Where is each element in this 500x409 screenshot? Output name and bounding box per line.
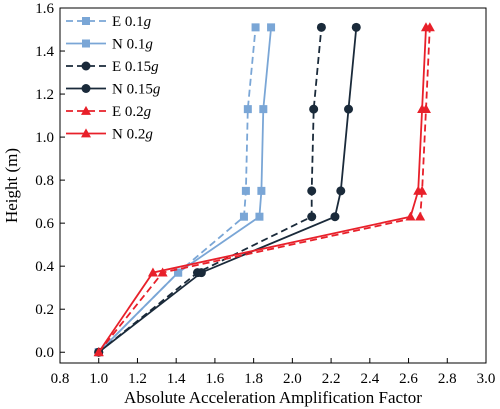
data-point xyxy=(415,211,426,221)
data-point xyxy=(257,186,266,195)
x-tick-label: 1.4 xyxy=(167,371,186,387)
data-point xyxy=(81,84,91,93)
plot-frame xyxy=(59,7,487,364)
data-point xyxy=(417,103,428,113)
data-point xyxy=(241,186,250,195)
y-tick-label: 0.8 xyxy=(35,173,54,189)
y-axis: 0.0 0.2 0.4 0.6 0.8 1.0 1.2 1.4 1.6 xyxy=(35,1,65,361)
x-tick-label: 3.0 xyxy=(477,371,496,387)
data-point xyxy=(174,268,183,277)
x-axis: 0.8 1.0 1.2 1.4 1.6 1.8 2.0 2.2 2.4 2.6 2.8 3.0 xyxy=(51,358,496,387)
data-point xyxy=(239,212,248,221)
series-line xyxy=(98,27,272,353)
legend-label: N 0.1g xyxy=(112,37,153,53)
y-tick-label: 0.4 xyxy=(35,259,54,275)
data-point xyxy=(82,17,90,25)
x-tick-label: 2.8 xyxy=(438,371,457,387)
legend-item: E 0.15g xyxy=(66,59,159,75)
data-point xyxy=(309,104,319,114)
series-line xyxy=(98,27,257,353)
legend-label: E 0.1g xyxy=(112,14,152,30)
series-line xyxy=(98,27,323,353)
data-point xyxy=(157,267,168,277)
data-point xyxy=(420,22,431,32)
series-line xyxy=(97,27,427,353)
y-tick-label: 0.2 xyxy=(35,302,54,318)
data-point xyxy=(330,212,340,222)
series-6 xyxy=(93,22,431,357)
data-point xyxy=(336,186,346,196)
data-point xyxy=(147,267,158,277)
legend-label: E 0.2g xyxy=(112,104,152,120)
data-point xyxy=(196,268,206,278)
legend: E 0.1g N 0.1g E 0.15g N 0.15g E 0.2g N 0.2g xyxy=(66,14,161,143)
data-point xyxy=(351,22,361,32)
legend-item: N 0.15g xyxy=(66,82,161,98)
data-point xyxy=(267,23,276,32)
data-point xyxy=(307,186,317,196)
y-tick-label: 0.0 xyxy=(35,345,54,361)
y-tick-label: 1.4 xyxy=(35,44,54,60)
data-point xyxy=(344,104,354,114)
data-point xyxy=(316,22,326,32)
data-point xyxy=(82,39,90,48)
legend-label: N 0.2g xyxy=(112,127,153,143)
series-line xyxy=(98,27,358,353)
y-tick-label: 1.2 xyxy=(35,87,54,103)
y-axis-title: Height (m) xyxy=(2,148,21,223)
legend-item: E 0.2g xyxy=(66,104,152,120)
data-point xyxy=(307,212,317,222)
data-point xyxy=(81,105,91,115)
data-point xyxy=(93,347,104,357)
data-point xyxy=(243,105,252,114)
data-point xyxy=(81,61,91,71)
y-tick-label: 0.6 xyxy=(35,216,54,232)
legend-label: N 0.15g xyxy=(112,82,161,98)
data-point xyxy=(259,105,268,114)
data-point xyxy=(413,185,424,195)
x-tick-label: 2.4 xyxy=(360,371,379,387)
data-point xyxy=(81,128,91,138)
x-tick-label: 2.0 xyxy=(283,371,302,387)
x-tick-label: 1.2 xyxy=(128,371,147,387)
x-tick-label: 1.8 xyxy=(244,371,263,387)
legend-item: E 0.1g xyxy=(66,14,152,30)
y-tick-label: 1.6 xyxy=(35,1,54,17)
y-tick-label: 1.0 xyxy=(35,130,54,146)
x-tick-label: 2.2 xyxy=(322,371,341,387)
legend-item: N 0.1g xyxy=(66,37,153,53)
legend-label: E 0.15g xyxy=(112,59,159,75)
x-tick-label: 2.6 xyxy=(399,371,418,387)
x-tick-label: 0.8 xyxy=(51,371,70,387)
series-line xyxy=(97,27,431,353)
data-point xyxy=(255,212,264,221)
x-tick-label: 1.6 xyxy=(206,371,225,387)
legend-item: N 0.2g xyxy=(66,127,153,143)
x-tick-label: 1.0 xyxy=(89,371,108,387)
plot-border xyxy=(59,7,487,364)
data-point xyxy=(251,23,260,32)
series-layer xyxy=(93,22,435,357)
x-axis-title: Absolute Acceleration Amplification Fact… xyxy=(124,388,422,407)
data-point xyxy=(405,211,416,221)
